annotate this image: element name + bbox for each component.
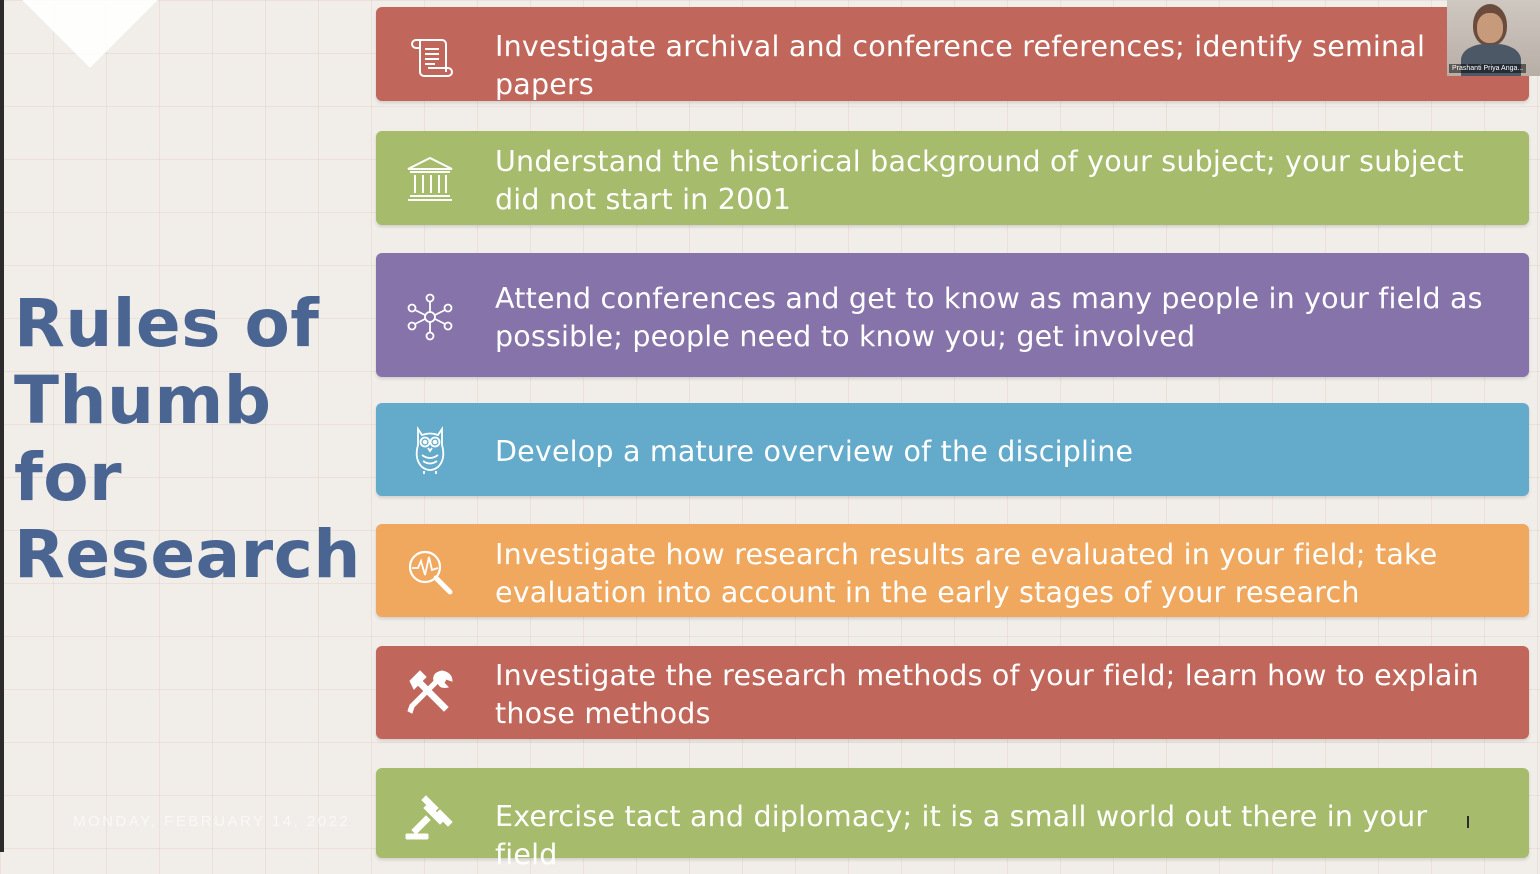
- owl-icon: [404, 423, 456, 475]
- network-icon: [404, 291, 456, 343]
- rule-text: Understand the historical background of …: [495, 145, 1464, 216]
- text-cursor: [1467, 816, 1469, 828]
- rule-card-diplomacy: Exercise tact and diplomacy; it is a sma…: [376, 768, 1529, 871]
- scroll-icon: [404, 32, 456, 84]
- rule-card-evaluation: Investigate how research results are eva…: [376, 524, 1529, 617]
- title-line: Research: [14, 516, 361, 593]
- participant-face: [1477, 13, 1503, 43]
- rule-card-conferences: Attend conferences and get to know as ma…: [376, 253, 1529, 377]
- title-line: for: [14, 439, 123, 516]
- decorative-diamond: [22, 0, 158, 68]
- rule-card-references: Investigate archival and conference refe…: [376, 7, 1529, 101]
- rule-text: Investigate archival and conference refe…: [495, 30, 1426, 101]
- title-line: Thumb: [14, 362, 272, 439]
- rule-card-methods: Investigate the research methods of your…: [376, 646, 1529, 739]
- window-edge: [0, 0, 4, 852]
- participant-video-tile[interactable]: Prashanti Priya Anga...: [1447, 0, 1540, 76]
- institution-icon: [404, 153, 456, 205]
- slide-date: MONDAY, FEBRUARY 14, 2022: [73, 813, 351, 830]
- gavel-icon: [404, 790, 456, 842]
- rule-text: Investigate how research results are eva…: [495, 538, 1438, 609]
- rule-card-history: Understand the historical background of …: [376, 131, 1529, 225]
- slide-title: Rules of Thumb for Research: [14, 285, 364, 593]
- rule-text: Develop a mature overview of the discipl…: [495, 435, 1134, 468]
- rule-card-overview: Develop a mature overview of the discipl…: [376, 403, 1529, 496]
- title-line: Rules of: [14, 285, 320, 362]
- hammer-wrench-icon: [404, 667, 456, 719]
- participant-name: Prashanti Priya Anga...: [1449, 64, 1527, 73]
- magnifier-pulse-icon: [404, 546, 456, 598]
- rule-text: Exercise tact and diplomacy; it is a sma…: [495, 800, 1428, 871]
- rule-text: Investigate the research methods of your…: [495, 659, 1479, 730]
- rule-text: Attend conferences and get to know as ma…: [495, 282, 1483, 353]
